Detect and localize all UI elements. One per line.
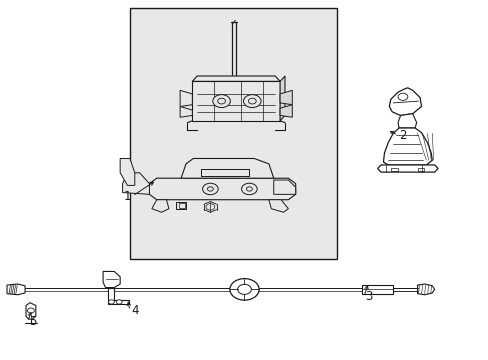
Polygon shape (152, 200, 168, 212)
Polygon shape (388, 88, 421, 116)
Circle shape (108, 300, 114, 304)
Circle shape (241, 183, 257, 195)
Polygon shape (280, 76, 285, 121)
Text: 2: 2 (398, 129, 406, 142)
Circle shape (116, 300, 122, 304)
Polygon shape (108, 288, 129, 304)
Polygon shape (280, 105, 292, 117)
Polygon shape (26, 303, 36, 319)
Text: 3: 3 (365, 290, 372, 303)
Polygon shape (149, 178, 295, 200)
Circle shape (202, 183, 218, 195)
Polygon shape (417, 284, 434, 295)
Polygon shape (377, 165, 437, 172)
Circle shape (397, 93, 407, 100)
Polygon shape (180, 107, 192, 117)
Bar (130, 8, 336, 259)
Bar (417, 168, 424, 171)
Bar (361, 285, 392, 294)
Bar (178, 203, 184, 208)
Circle shape (27, 308, 34, 313)
Polygon shape (192, 76, 280, 81)
Polygon shape (122, 173, 149, 194)
Circle shape (229, 279, 259, 300)
Circle shape (212, 95, 230, 108)
Text: 5: 5 (29, 315, 36, 328)
Circle shape (243, 95, 261, 108)
Circle shape (217, 98, 225, 104)
Circle shape (237, 284, 251, 294)
Bar (390, 168, 397, 171)
Polygon shape (280, 90, 292, 105)
Polygon shape (273, 180, 295, 194)
Text: 4: 4 (131, 305, 138, 318)
Polygon shape (103, 271, 120, 288)
Circle shape (248, 98, 256, 104)
Polygon shape (192, 81, 280, 121)
Text: 1: 1 (123, 190, 131, 203)
Polygon shape (7, 284, 25, 295)
Bar (176, 202, 185, 209)
Polygon shape (383, 128, 431, 165)
Polygon shape (397, 114, 416, 128)
Polygon shape (120, 158, 135, 185)
Polygon shape (268, 200, 288, 212)
Polygon shape (181, 158, 273, 178)
Polygon shape (180, 90, 192, 107)
